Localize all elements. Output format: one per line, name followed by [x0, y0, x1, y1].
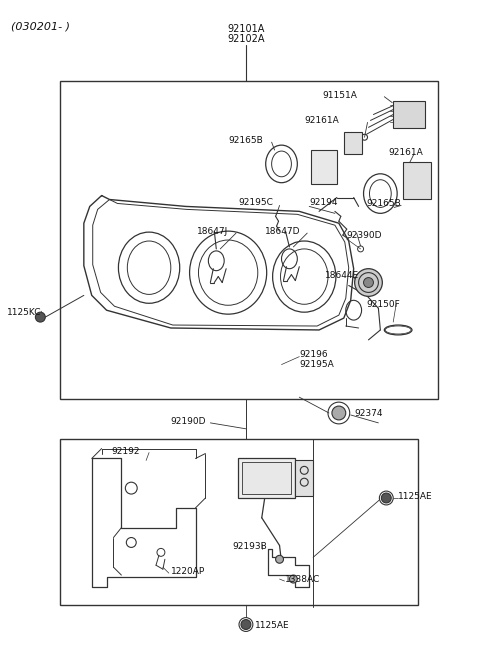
Bar — [238, 458, 295, 498]
Bar — [295, 460, 313, 496]
Text: 92195C: 92195C — [238, 198, 273, 206]
Circle shape — [241, 620, 251, 629]
Circle shape — [355, 269, 383, 296]
Text: 1125AE: 1125AE — [398, 492, 433, 501]
Text: 92161A: 92161A — [304, 117, 339, 126]
Text: 92101A: 92101A — [227, 24, 264, 33]
Text: 92194: 92194 — [309, 198, 338, 206]
Bar — [393, 101, 425, 128]
Text: 92196: 92196 — [300, 350, 328, 359]
Circle shape — [332, 406, 346, 420]
Text: 1220AP: 1220AP — [171, 567, 205, 576]
Text: 92193B: 92193B — [232, 542, 267, 552]
Text: (030201- ): (030201- ) — [11, 22, 70, 31]
Text: 91151A: 91151A — [322, 91, 357, 100]
Text: 1125AE: 1125AE — [255, 620, 289, 629]
Text: 92102A: 92102A — [227, 35, 264, 45]
Text: 18647D: 18647D — [264, 227, 300, 236]
Text: 92190D: 92190D — [171, 417, 206, 426]
Text: 92390D: 92390D — [347, 231, 382, 240]
Text: 92165B: 92165B — [367, 200, 401, 208]
Bar — [403, 162, 431, 200]
Circle shape — [276, 555, 284, 563]
Text: 18647J: 18647J — [196, 227, 228, 236]
Text: 92161A: 92161A — [388, 148, 423, 157]
Text: 92165B: 92165B — [228, 136, 263, 145]
Circle shape — [36, 312, 45, 322]
Bar — [344, 132, 361, 154]
Text: 18644E: 18644E — [325, 271, 359, 280]
Circle shape — [381, 493, 391, 503]
Text: 92150F: 92150F — [367, 301, 400, 309]
Text: 1125KC: 1125KC — [7, 309, 41, 317]
Circle shape — [363, 278, 373, 288]
Circle shape — [289, 575, 297, 583]
Text: 92195A: 92195A — [300, 360, 334, 369]
Text: 92374: 92374 — [355, 409, 383, 418]
Text: 1338AC: 1338AC — [285, 575, 320, 584]
Text: 92192: 92192 — [111, 447, 140, 456]
Bar — [311, 150, 337, 183]
Bar — [242, 462, 291, 494]
Bar — [60, 81, 438, 399]
Bar — [60, 439, 418, 605]
